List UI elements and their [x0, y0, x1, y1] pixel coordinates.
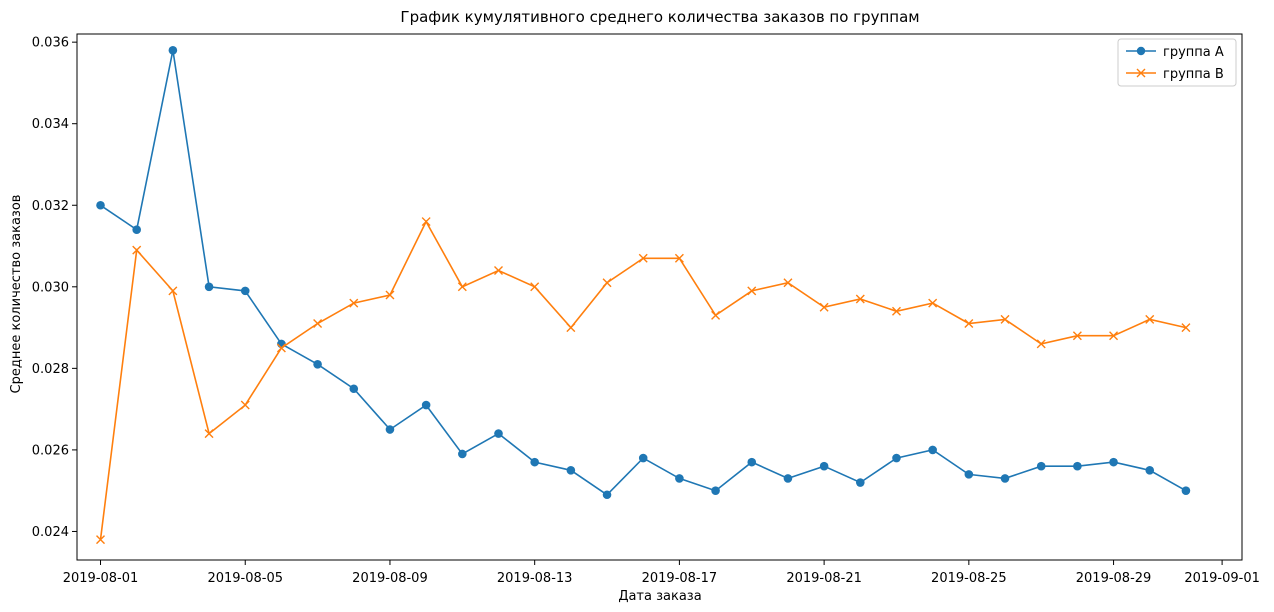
- data-point: [349, 384, 359, 394]
- data-point: [566, 465, 576, 475]
- data-point: [675, 474, 684, 483]
- data-point: [855, 294, 865, 304]
- data-point: [783, 278, 793, 288]
- data-point: [928, 298, 938, 308]
- data-point: [566, 323, 576, 333]
- data-point: [891, 306, 901, 316]
- plot-area: [76, 33, 1243, 561]
- data-point: [1181, 323, 1191, 333]
- data-point: [240, 286, 250, 296]
- data-point: [711, 486, 720, 495]
- legend-label-a: группа A: [1163, 45, 1224, 60]
- x-tick-label: 2019-08-21: [786, 571, 862, 586]
- data-point: [783, 474, 793, 483]
- x-axis: 2019-08-01 2019-08-05 2019-08-09 2019-08-13…: [63, 560, 1260, 586]
- x-axis-title: Дата заказа: [618, 589, 701, 604]
- x-tick-label: 2019-08-17: [642, 571, 718, 586]
- data-point: [530, 282, 540, 292]
- data-point: [168, 46, 178, 55]
- legend-label-b: группа B: [1163, 67, 1224, 82]
- data-point: [204, 429, 214, 439]
- data-point: [1145, 465, 1155, 475]
- data-point: [638, 253, 648, 263]
- data-point: [385, 425, 395, 434]
- x-tick-label: 2019-08-29: [1076, 571, 1152, 586]
- y-tick-label: 0.026: [32, 443, 69, 458]
- y-tick-label: 0.028: [32, 362, 69, 377]
- data-point: [892, 453, 901, 463]
- data-point: [1000, 474, 1010, 483]
- data-point: [1036, 461, 1046, 471]
- y-tick-label: 0.036: [32, 36, 69, 51]
- data-point: [96, 200, 105, 210]
- x-tick-label: 2019-08-25: [931, 571, 1007, 586]
- data-point: [819, 302, 829, 312]
- legend-marker-a: [1136, 46, 1146, 56]
- data-point: [674, 253, 684, 263]
- data-point: [1000, 314, 1010, 324]
- data-point: [1072, 331, 1082, 341]
- series-layer: [96, 46, 1191, 545]
- data-point: [747, 286, 757, 296]
- data-point: [494, 429, 503, 438]
- legend: группа A группа B: [1117, 38, 1237, 87]
- data-point: [819, 461, 829, 471]
- data-point: [855, 478, 865, 487]
- y-tick-label: 0.024: [32, 525, 69, 540]
- data-point: [964, 319, 974, 328]
- data-point: [1036, 339, 1046, 349]
- chart-title: График кумулятивного среднего количества…: [400, 8, 919, 26]
- data-point: [638, 453, 648, 463]
- data-point: [421, 217, 431, 227]
- data-point: [132, 245, 142, 255]
- series-line-a: [100, 50, 1187, 496]
- data-point: [494, 266, 503, 275]
- x-tick-label: 2019-08-09: [352, 571, 428, 586]
- data-point: [747, 457, 757, 467]
- data-point: [1109, 457, 1118, 467]
- data-point: [313, 319, 323, 328]
- data-point: [530, 457, 539, 467]
- x-tick-label: 2019-09-01: [1184, 571, 1260, 586]
- x-tick-label: 2019-08-13: [497, 571, 573, 586]
- data-point: [313, 359, 322, 369]
- y-tick-label: 0.032: [32, 199, 69, 214]
- x-tick-label: 2019-08-05: [207, 571, 283, 586]
- data-point: [1181, 486, 1191, 495]
- data-point: [964, 470, 974, 479]
- x-tick-label: 2019-08-01: [63, 571, 139, 586]
- legend-marker-b: [1136, 68, 1146, 78]
- data-point: [711, 310, 721, 320]
- data-point: [96, 535, 106, 545]
- y-tick-label: 0.034: [32, 117, 69, 132]
- data-point: [457, 282, 467, 292]
- data-point: [132, 225, 141, 235]
- data-point: [349, 298, 359, 308]
- data-point: [240, 400, 250, 410]
- data-point: [602, 490, 612, 500]
- data-point: [276, 343, 286, 353]
- data-point: [385, 290, 395, 300]
- series-line-b: [99, 219, 1187, 540]
- data-point: [168, 286, 178, 296]
- data-point: [928, 445, 937, 455]
- data-point: [458, 449, 467, 459]
- data-point: [421, 400, 431, 410]
- data-point: [1073, 461, 1082, 471]
- y-axis: 0.024 0.026 0.028 0.030 0.032 0.034 0.036: [32, 36, 77, 540]
- data-point: [602, 278, 612, 288]
- data-point: [204, 282, 214, 292]
- y-axis-title: Среднее количество заказов: [9, 195, 24, 394]
- y-tick-label: 0.030: [32, 280, 69, 295]
- data-point: [1145, 314, 1155, 324]
- data-point: [1109, 331, 1119, 341]
